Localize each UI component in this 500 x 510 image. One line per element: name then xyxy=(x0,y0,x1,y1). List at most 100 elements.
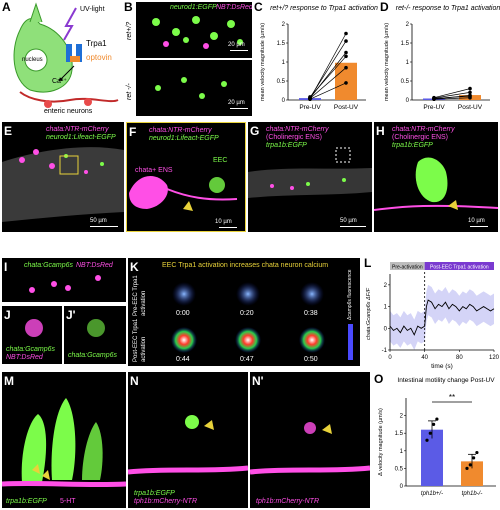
panel-b-image-bottom: 20 µm xyxy=(136,60,252,116)
panel-label: M xyxy=(4,374,14,388)
paired-line xyxy=(433,88,471,99)
paired-line xyxy=(433,95,471,99)
y-axis-label: mean velocity magnitude (µm/s) xyxy=(384,23,390,101)
x-tick-label: Post-UV xyxy=(334,104,359,111)
data-point xyxy=(465,466,469,470)
uv-light-label: UV-light xyxy=(80,6,105,13)
scale-bar xyxy=(340,226,366,227)
panel-label: E xyxy=(4,124,13,138)
panel-label: H xyxy=(376,124,385,138)
panel-m: M trpa1b:EGFP 5-HT xyxy=(2,372,126,508)
y-tick-label: 1 xyxy=(282,60,286,66)
data-point xyxy=(432,97,436,102)
legend-trpa1b: trpa1b:EGFP xyxy=(392,142,433,149)
legend-cholinergic: (Cholinergic ENS) xyxy=(266,134,323,141)
data-point xyxy=(344,50,348,55)
x-tick-label: Pre-UV xyxy=(299,104,321,111)
data-point xyxy=(475,450,479,455)
neuron-image-ret-mutant xyxy=(155,77,227,99)
frame-time: 0:47 xyxy=(240,356,254,363)
paired-line xyxy=(433,97,471,100)
x-tick-label: 0 xyxy=(388,355,392,361)
scale-bar xyxy=(219,227,237,228)
y-tick-label: 1.5 xyxy=(395,431,404,437)
cell-image-jp xyxy=(87,319,105,337)
scale-bar-label: 10 µm xyxy=(468,218,485,224)
scale-bar xyxy=(230,108,248,109)
panel-label-b: B xyxy=(124,0,133,14)
x-tick-label: 80 xyxy=(456,355,463,361)
bar xyxy=(421,429,443,486)
chart-c: ret+/? response to Trpa1 activation 0 0.5 1… xyxy=(260,5,378,111)
y-tick-label: 2 xyxy=(282,22,286,28)
y-tick-label: 0 xyxy=(384,326,388,332)
chart-title: Intestinal motility change Post-UV xyxy=(397,377,495,384)
scale-bar xyxy=(90,226,118,227)
panel-g: G chata:NTR-mCherry (Cholinergic ENS) tr… xyxy=(248,122,372,232)
panel-b-image-top: neurod1:EGFP NBT:DsRed 20 µm xyxy=(136,2,252,58)
cell-image-np xyxy=(250,422,370,475)
cell-image-f xyxy=(129,175,238,211)
x-tick-label: tph1b+/- xyxy=(421,491,443,497)
legend-chata: chata:NTR-mCherry xyxy=(46,126,109,133)
legend-5ht: 5-HT xyxy=(60,498,76,505)
legend-gcamp: chata:Gcamp6s xyxy=(68,352,118,359)
panel-f: F chata:NTR-mCherry neurod1:Lifeact-EGFP… xyxy=(126,122,246,232)
x-axis-label: time (s) xyxy=(431,363,453,370)
legend-cholinergic: (Cholinergic ENS) xyxy=(392,134,449,141)
y-tick-label: 0 xyxy=(400,484,404,490)
legend-nbt: NBT:DsRed xyxy=(76,262,113,269)
neuron-image-ret-wt xyxy=(152,16,243,49)
scale-bar-label: 20 µm xyxy=(228,42,245,48)
data-point xyxy=(425,438,429,442)
x-tick-label: 120 xyxy=(489,355,500,361)
panel-np: N' tph1b:mCherry-NTR xyxy=(250,372,370,508)
panel-label-o: O xyxy=(374,372,384,386)
panel-label: N xyxy=(130,374,139,388)
legend-trpa1b: trpa1b:EGFP xyxy=(134,490,175,497)
cell-image-h xyxy=(374,157,498,211)
post-activation-band xyxy=(424,262,494,270)
genotype-wt-label: ret+/? xyxy=(126,21,133,40)
x-tick-label: Pre-UV xyxy=(423,104,445,111)
trpa1-label: Trpa1 xyxy=(86,39,107,48)
scale-bar-label: 50 µm xyxy=(90,218,107,224)
y-tick-label: 0 xyxy=(406,98,410,104)
paired-line xyxy=(309,40,347,98)
y-tick-label: 0.5 xyxy=(395,466,404,472)
trpa1-schematic xyxy=(13,2,119,108)
neuron-image-i xyxy=(29,275,101,293)
data-point xyxy=(344,39,348,43)
nucleus-label: nucleus xyxy=(22,57,43,63)
paired-line xyxy=(309,82,347,100)
data-point xyxy=(468,95,472,100)
scale-bar-label: 20 µm xyxy=(228,100,245,106)
chart-title: ret-/- response to Trpa1 activation xyxy=(396,5,500,12)
paired-line xyxy=(309,56,347,98)
panel-label-d: D xyxy=(380,0,389,14)
calcium-heatmap-frames xyxy=(171,282,353,360)
data-point xyxy=(308,97,312,102)
panel-e: E chata:NTR-mCherry neurod1:Lifeact-EGFP… xyxy=(2,122,124,232)
legend-chata: chata:NTR-mCherry xyxy=(149,127,212,134)
panel-label: N' xyxy=(252,374,264,388)
panel-label: A xyxy=(2,0,11,14)
legend-neurod1: neurod1:Lifeact-EGFP xyxy=(46,134,116,141)
frame-time: 0:00 xyxy=(176,310,190,317)
scale-bar-label: 50 µm xyxy=(340,218,357,224)
legend-trpa1b: trpa1b:EGFP xyxy=(266,142,307,149)
genotype-mutant-label: ret -/- xyxy=(126,83,133,100)
frame-time: 0:50 xyxy=(304,356,318,363)
y-axis-label: mean velocity magnitude (µm/s) xyxy=(260,23,266,101)
panel-label: K xyxy=(130,260,139,274)
x-tick-label: Post-UV xyxy=(458,104,483,111)
y-tick-label: 1 xyxy=(384,305,388,311)
y-tick-label: 1 xyxy=(400,449,404,455)
data-point xyxy=(435,417,439,421)
data-point xyxy=(468,86,472,91)
x-tick-label: tph1b-/- xyxy=(462,491,483,497)
series-line xyxy=(389,299,495,336)
post-activation-label: Post-EEC Trpa1 activation xyxy=(430,265,489,271)
paired-line xyxy=(433,92,471,99)
panel-n: N trpa1b:EGFP tph1b:mCherry-NTR xyxy=(128,372,248,508)
